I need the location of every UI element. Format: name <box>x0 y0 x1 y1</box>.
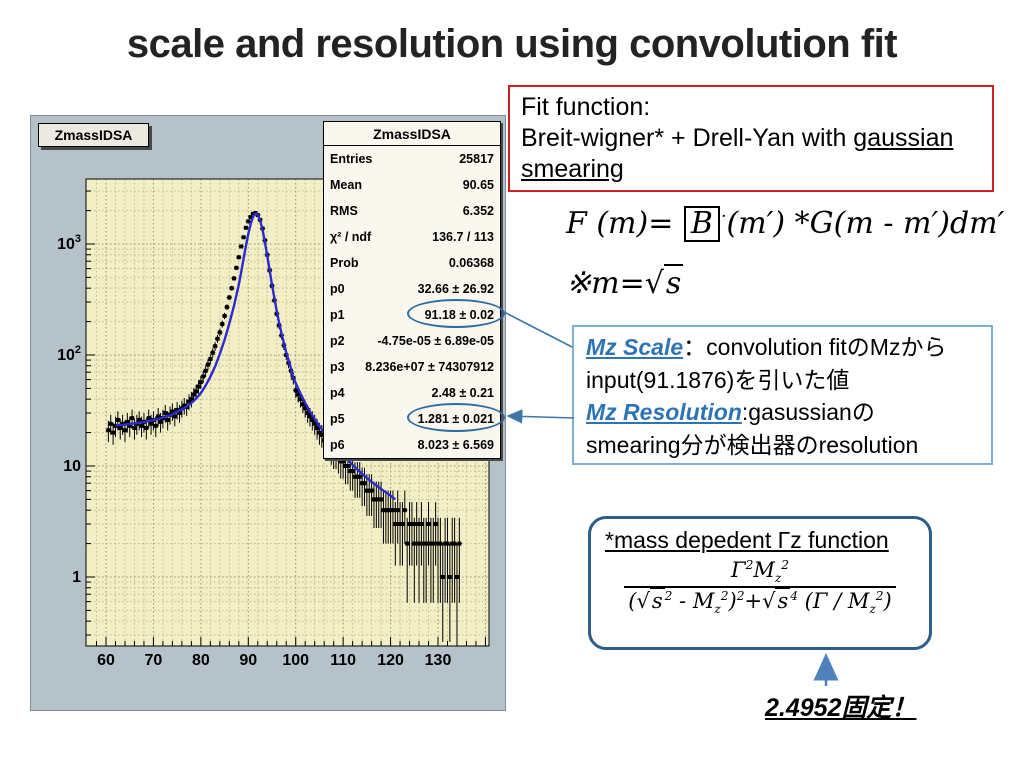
mass-sqrt-note: ※m=√s <box>566 264 684 301</box>
gamma-function-box: *mass depedent Γz function Γ2Mz2 (√s 2 - … <box>588 516 932 650</box>
stat-row: χ² / ndf 136.7 / 113 <box>324 224 500 250</box>
stat-value: 90.65 <box>462 178 494 192</box>
stat-value: 32.66 ± 26.92 <box>417 282 494 296</box>
svg-text:120: 120 <box>377 652 404 669</box>
fit-function-box: Fit function: Breit-wigner* + Drell-Yan … <box>508 85 994 192</box>
svg-text:80: 80 <box>192 652 210 669</box>
stat-label: p6 <box>330 438 345 452</box>
stat-value: 8.023 ± 6.569 <box>417 438 494 452</box>
stat-label: RMS <box>330 204 358 218</box>
gamma-numerator: Γ2Mz2 <box>730 558 789 586</box>
highlight-ellipse-p5 <box>407 403 505 432</box>
mz-resolution-line2: smearing分が検出器のresolution <box>586 431 919 458</box>
stat-row: p6 8.023 ± 6.569 <box>324 432 500 458</box>
fit-function-line3: smearing <box>521 154 981 185</box>
gamma-fraction: Γ2Mz2 (√s 2 - Mz2)2+√s 4 (Γ / Mz2) <box>605 558 915 616</box>
stat-row: RMS 6.352 <box>324 198 500 224</box>
stat-label: p4 <box>330 386 345 400</box>
stat-label: Mean <box>330 178 362 192</box>
stat-row: Mean 90.65 <box>324 172 500 198</box>
stat-row: p4 2.48 ± 0.21 <box>324 380 500 406</box>
stat-label: p3 <box>330 360 345 374</box>
p5-connector-arrow <box>506 409 575 424</box>
svg-text:100: 100 <box>282 652 309 669</box>
stat-row: p3 8.236e+07 ± 74307912 <box>324 354 500 380</box>
stat-row: Prob 0.06368 <box>324 250 500 276</box>
stat-label: p2 <box>330 334 345 348</box>
svg-text:103: 103 <box>57 233 81 253</box>
slide-title: scale and resolution using convolution f… <box>126 22 898 66</box>
stats-box: ZmassIDSA Entries 25817 Mean 90.65 RMS 6.352 χ… <box>323 121 501 459</box>
highlight-ellipse-p1 <box>407 299 505 328</box>
stat-value: 136.7 / 113 <box>432 230 494 244</box>
stat-label: Prob <box>330 256 359 270</box>
svg-text:70: 70 <box>145 652 163 669</box>
fit-function-line2: Breit-wigner* + Drell-Yan with gaussian <box>521 124 954 152</box>
svg-text:110: 110 <box>330 652 356 669</box>
histogram-title-pave: ZmassIDSA <box>38 123 149 147</box>
stat-value: 6.352 <box>462 204 494 218</box>
stat-label: χ² / ndf <box>330 230 372 244</box>
stat-value: 25817 <box>459 152 494 166</box>
convolution-formula: F (m)= B ·(m′) *G(m - m′)dm′ <box>566 206 1005 242</box>
svg-text:1: 1 <box>72 569 81 586</box>
p1-connector-line <box>503 311 573 348</box>
gamma-fixed-note: 2.4952固定！ <box>765 694 917 722</box>
stat-label: Entries <box>330 152 373 166</box>
svg-text:60: 60 <box>97 652 115 669</box>
svg-text:90: 90 <box>239 652 257 669</box>
gamma-denominator: (√s 2 - Mz2)2+√s 4 (Γ / Mz2) <box>624 586 896 616</box>
root-canvas: 60 70 80 90 100 110 120 130 1 10 102 103 ZmassIDSA … <box>30 115 506 711</box>
stat-row: p2 -4.75e-05 ± 6.89e-05 <box>324 328 500 354</box>
stat-row: p0 32.66 ± 26.92 <box>324 276 500 302</box>
mz-resolution-line: Mz Resolution:gasussianの <box>586 399 875 425</box>
fit-function-line1: Fit function: <box>521 93 651 121</box>
stats-title: ZmassIDSA <box>324 122 500 146</box>
underlined-gaussian: gaussian <box>853 124 954 152</box>
mz-resolution-term: Mz Resolution <box>586 399 742 425</box>
svg-text:102: 102 <box>57 344 81 364</box>
underlined-smearing: smearing <box>521 155 624 183</box>
mz-scale-line: Mz Scale：convolution fitのMzから <box>586 334 947 360</box>
stat-value: 0.06368 <box>448 256 494 270</box>
mz-definition-box: Mz Scale：convolution fitのMzから input(91.1… <box>572 325 993 465</box>
stat-label: p5 <box>330 412 345 426</box>
stat-row: Entries 25817 <box>324 146 500 172</box>
svg-text:130: 130 <box>425 652 452 669</box>
svg-text:10: 10 <box>63 458 81 475</box>
stat-value: -4.75e-05 ± 6.89e-05 <box>377 334 494 348</box>
mz-scale-term: Mz Scale <box>586 334 684 360</box>
gamma-function-title: *mass depedent Γz function <box>605 527 889 553</box>
stat-label: p1 <box>330 308 345 322</box>
stat-label: p0 <box>330 282 345 296</box>
stat-value: 2.48 ± 0.21 <box>431 386 494 400</box>
mz-scale-line2: input(91.1876)を引いた値 <box>586 366 850 393</box>
stat-value: 8.236e+07 ± 74307912 <box>365 360 494 374</box>
